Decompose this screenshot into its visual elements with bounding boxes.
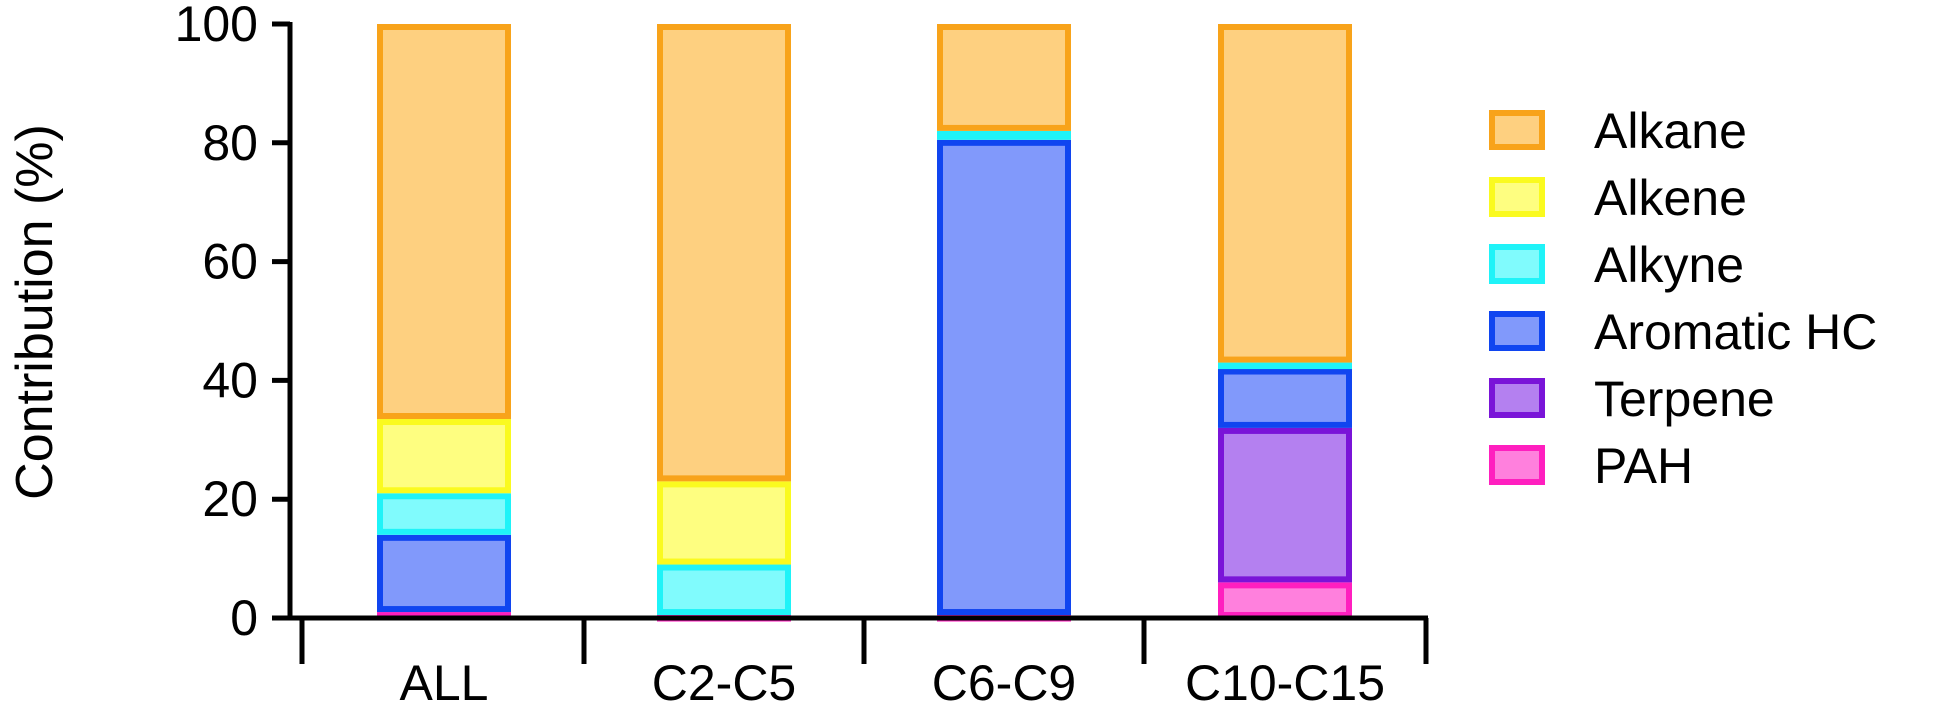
y-tick-label: 40 [202, 352, 258, 408]
legend-label: Terpene [1594, 371, 1775, 427]
legend: Alkane Alkene Alkyne Aromatic HC Terpene PAH [1489, 103, 1877, 494]
legend-swatch [1489, 445, 1545, 485]
legend-swatch [1489, 177, 1545, 217]
y-tick-label: 20 [202, 471, 258, 527]
axes-layer: 0 20 40 60 80 100 ALL C2-C5 C6-C9 C10-C15 [175, 0, 1429, 709]
legend-item-aromatic-hc: Aromatic HC [1489, 304, 1877, 360]
bar-segment-alkyne-all [377, 493, 511, 535]
legend-item-terpene: Terpene [1489, 371, 1775, 427]
legend-swatch [1489, 378, 1545, 418]
legend-item-alkane: Alkane [1489, 103, 1747, 159]
bar-segment-alkane-c10-c15 [1218, 24, 1352, 363]
bar-segment-aromatic-hc-c6-c9 [937, 139, 1071, 616]
legend-label: PAH [1594, 438, 1693, 494]
bar-segment-pah-all [377, 612, 511, 619]
bar-segment-alkyne-c2-c5 [657, 564, 791, 616]
legend-item-alkene: Alkene [1489, 170, 1747, 226]
x-tick-label: C2-C5 [652, 655, 796, 709]
y-tick-label: 0 [230, 590, 258, 646]
bar-segment-alkane-c2-c5 [657, 24, 791, 482]
x-tick-label: C6-C9 [932, 655, 1076, 709]
x-tick-label: ALL [400, 655, 489, 709]
bar-segment-alkene-c2-c5 [657, 481, 791, 565]
y-tick-label: 80 [202, 115, 258, 171]
bar-segment-aromatic-hc-all [377, 534, 511, 613]
bars-layer [377, 24, 1352, 622]
bar-segment-terpene-c10-c15 [1218, 427, 1352, 583]
y-tick-label: 100 [175, 0, 258, 52]
bar-segment-alkane-all [377, 24, 511, 420]
legend-label: Aromatic HC [1594, 304, 1877, 360]
x-tick-label: C10-C15 [1185, 655, 1385, 709]
legend-item-alkyne: Alkyne [1489, 237, 1744, 293]
bar-segment-alkane-c6-c9 [937, 24, 1071, 131]
bar-segment-alkyne-c6-c9 [937, 130, 1071, 140]
bar-segment-aromatic-hc-c10-c15 [1218, 368, 1352, 428]
legend-swatch [1489, 311, 1545, 351]
bar-segment-alkene-all [377, 419, 511, 494]
y-axis-title: Contribution (%) [6, 124, 64, 500]
bar-segment-alkyne-c10-c15 [1218, 362, 1352, 370]
legend-label: Alkene [1594, 170, 1747, 226]
legend-swatch [1489, 110, 1545, 150]
bar-segment-pah-c10-c15 [1218, 582, 1352, 618]
legend-label: Alkyne [1594, 237, 1744, 293]
legend-item-pah: PAH [1489, 438, 1693, 494]
legend-label: Alkane [1594, 103, 1747, 159]
y-tick-label: 60 [202, 234, 258, 290]
legend-swatch [1489, 244, 1545, 284]
